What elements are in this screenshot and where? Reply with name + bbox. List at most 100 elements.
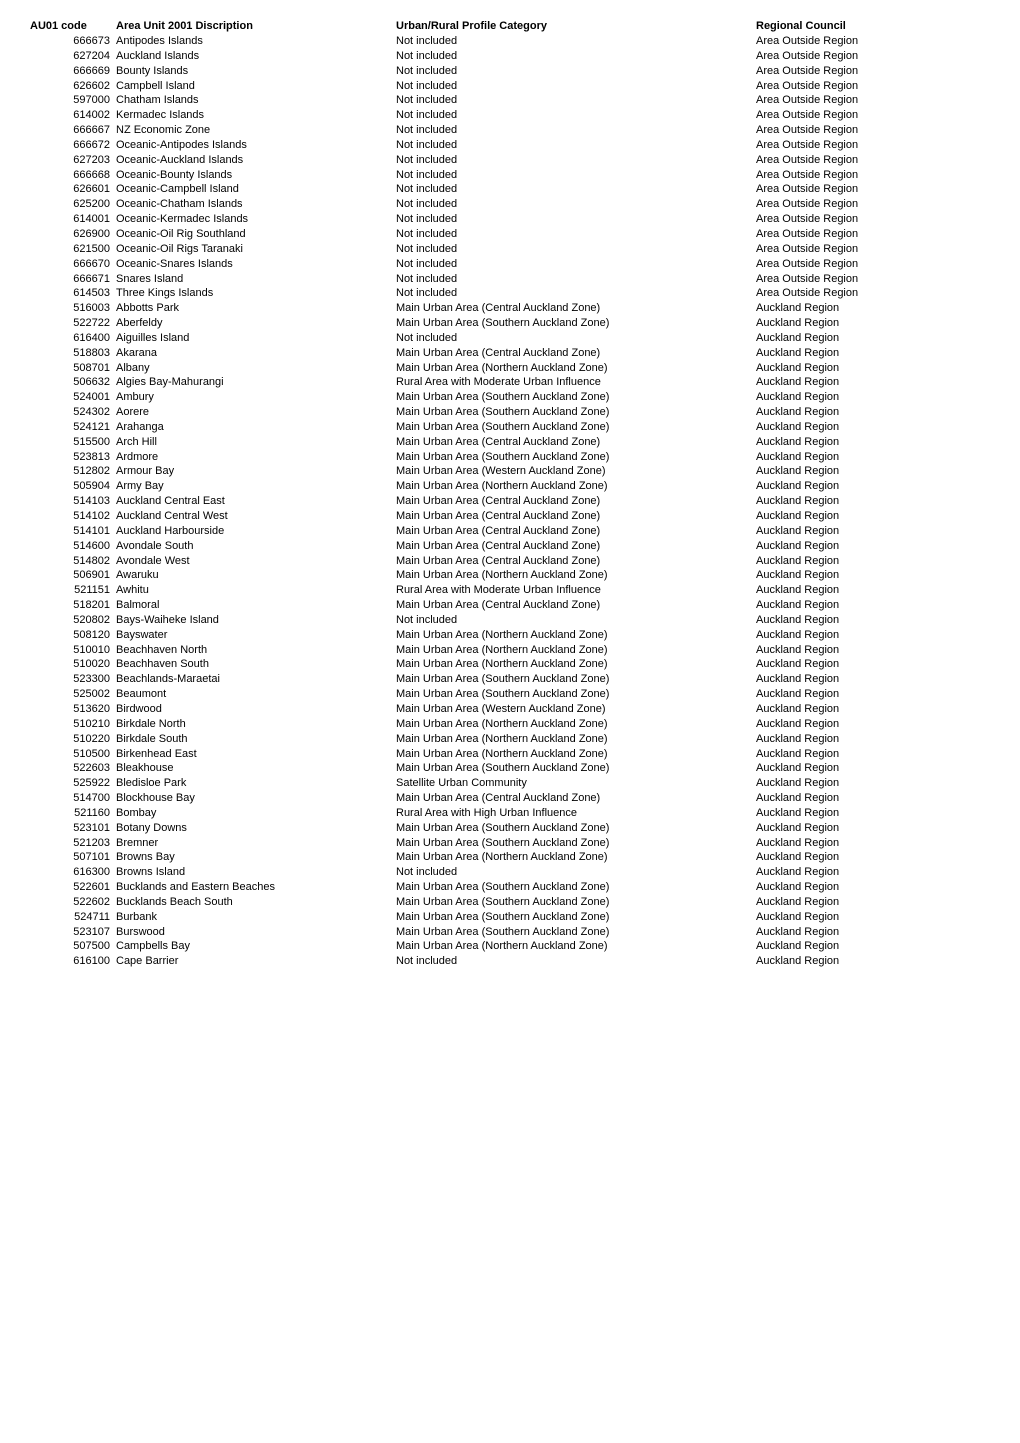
cell-cat: Main Urban Area (Central Auckland Zone): [396, 346, 756, 361]
cell-cat: Not included: [396, 168, 756, 183]
table-row: 523107BurswoodMain Urban Area (Southern …: [30, 925, 990, 940]
cell-reg: Auckland Region: [756, 405, 956, 420]
cell-cat: Main Urban Area (Southern Auckland Zone): [396, 687, 756, 702]
cell-cat: Not included: [396, 286, 756, 301]
cell-desc: Browns Bay: [114, 850, 396, 865]
header-desc: Area Unit 2001 Discription: [114, 20, 396, 32]
cell-code: 507101: [30, 850, 114, 865]
cell-code: 666672: [30, 138, 114, 153]
cell-code: 614002: [30, 108, 114, 123]
cell-desc: Oceanic-Snares Islands: [114, 257, 396, 272]
table-row: 597000Chatham IslandsNot includedArea Ou…: [30, 93, 990, 108]
table-row: 516003Abbotts ParkMain Urban Area (Centr…: [30, 301, 990, 316]
cell-reg: Auckland Region: [756, 568, 956, 583]
cell-desc: Arch Hill: [114, 435, 396, 450]
cell-code: 666667: [30, 123, 114, 138]
table-row: 506901AwarukuMain Urban Area (Northern A…: [30, 568, 990, 583]
cell-reg: Auckland Region: [756, 301, 956, 316]
cell-reg: Area Outside Region: [756, 64, 956, 79]
cell-cat: Not included: [396, 79, 756, 94]
cell-desc: Aorere: [114, 405, 396, 420]
cell-reg: Auckland Region: [756, 435, 956, 450]
cell-cat: Main Urban Area (Northern Auckland Zone): [396, 657, 756, 672]
cell-code: 614503: [30, 286, 114, 301]
cell-cat: Not included: [396, 272, 756, 287]
table-row: 521160BombayRural Area with High Urban I…: [30, 806, 990, 821]
cell-desc: Beachhaven South: [114, 657, 396, 672]
cell-desc: Aberfeldy: [114, 316, 396, 331]
cell-cat: Main Urban Area (Southern Auckland Zone): [396, 836, 756, 851]
table-row: 514802Avondale WestMain Urban Area (Cent…: [30, 554, 990, 569]
cell-desc: Ambury: [114, 390, 396, 405]
cell-reg: Area Outside Region: [756, 153, 956, 168]
cell-reg: Auckland Region: [756, 375, 956, 390]
table-row: 627203Oceanic-Auckland IslandsNot includ…: [30, 153, 990, 168]
cell-desc: Avondale South: [114, 539, 396, 554]
cell-desc: Bounty Islands: [114, 64, 396, 79]
cell-desc: Bayswater: [114, 628, 396, 643]
table-row: 522601Bucklands and Eastern BeachesMain …: [30, 880, 990, 895]
table-row: 626602Campbell IslandNot includedArea Ou…: [30, 79, 990, 94]
cell-cat: Main Urban Area (Central Auckland Zone): [396, 494, 756, 509]
cell-code: 626900: [30, 227, 114, 242]
cell-cat: Main Urban Area (Western Auckland Zone): [396, 702, 756, 717]
cell-cat: Not included: [396, 227, 756, 242]
cell-reg: Auckland Region: [756, 895, 956, 910]
table-row: 523300Beachlands-MaraetaiMain Urban Area…: [30, 672, 990, 687]
table-row: 518201BalmoralMain Urban Area (Central A…: [30, 598, 990, 613]
table-row: 524302AorereMain Urban Area (Southern Au…: [30, 405, 990, 420]
cell-code: 666668: [30, 168, 114, 183]
cell-code: 514101: [30, 524, 114, 539]
cell-code: 666669: [30, 64, 114, 79]
cell-desc: Ardmore: [114, 450, 396, 465]
cell-code: 523813: [30, 450, 114, 465]
table-row: 505904Army BayMain Urban Area (Northern …: [30, 479, 990, 494]
cell-reg: Auckland Region: [756, 420, 956, 435]
cell-desc: Awhitu: [114, 583, 396, 598]
cell-reg: Area Outside Region: [756, 34, 956, 49]
cell-desc: Auckland Islands: [114, 49, 396, 64]
cell-reg: Auckland Region: [756, 954, 956, 969]
cell-code: 525002: [30, 687, 114, 702]
cell-code: 514700: [30, 791, 114, 806]
cell-code: 523101: [30, 821, 114, 836]
cell-desc: Birkdale North: [114, 717, 396, 732]
table-row: 512802Armour BayMain Urban Area (Western…: [30, 464, 990, 479]
table-row: 506632Algies Bay-MahurangiRural Area wit…: [30, 375, 990, 390]
cell-code: 525922: [30, 776, 114, 791]
cell-reg: Auckland Region: [756, 554, 956, 569]
cell-code: 522602: [30, 895, 114, 910]
cell-reg: Auckland Region: [756, 880, 956, 895]
cell-cat: Not included: [396, 64, 756, 79]
cell-reg: Area Outside Region: [756, 242, 956, 257]
table-header-row: AU01 code Area Unit 2001 Discription Urb…: [30, 20, 990, 32]
cell-desc: Oceanic-Oil Rig Southland: [114, 227, 396, 242]
cell-reg: Auckland Region: [756, 361, 956, 376]
cell-desc: Bombay: [114, 806, 396, 821]
table-row: 614001Oceanic-Kermadec IslandsNot includ…: [30, 212, 990, 227]
cell-desc: Blockhouse Bay: [114, 791, 396, 806]
cell-cat: Main Urban Area (Northern Auckland Zone): [396, 747, 756, 762]
cell-cat: Main Urban Area (Southern Auckland Zone): [396, 925, 756, 940]
cell-reg: Auckland Region: [756, 925, 956, 940]
cell-cat: Not included: [396, 93, 756, 108]
cell-reg: Auckland Region: [756, 821, 956, 836]
cell-desc: Auckland Central West: [114, 509, 396, 524]
cell-reg: Auckland Region: [756, 761, 956, 776]
cell-reg: Auckland Region: [756, 524, 956, 539]
cell-cat: Main Urban Area (Northern Auckland Zone): [396, 732, 756, 747]
table-row: 614002Kermadec IslandsNot includedArea O…: [30, 108, 990, 123]
cell-desc: Oceanic-Antipodes Islands: [114, 138, 396, 153]
table-row: 525002BeaumontMain Urban Area (Southern …: [30, 687, 990, 702]
cell-desc: Bays-Waiheke Island: [114, 613, 396, 628]
cell-desc: Bucklands and Eastern Beaches: [114, 880, 396, 895]
cell-desc: Campbells Bay: [114, 939, 396, 954]
table-row: 508701AlbanyMain Urban Area (Northern Au…: [30, 361, 990, 376]
table-row: 616100Cape BarrierNot includedAuckland R…: [30, 954, 990, 969]
cell-desc: Oceanic-Campbell Island: [114, 182, 396, 197]
cell-desc: Chatham Islands: [114, 93, 396, 108]
cell-reg: Auckland Region: [756, 390, 956, 405]
cell-desc: Bremner: [114, 836, 396, 851]
cell-code: 524121: [30, 420, 114, 435]
cell-code: 518803: [30, 346, 114, 361]
